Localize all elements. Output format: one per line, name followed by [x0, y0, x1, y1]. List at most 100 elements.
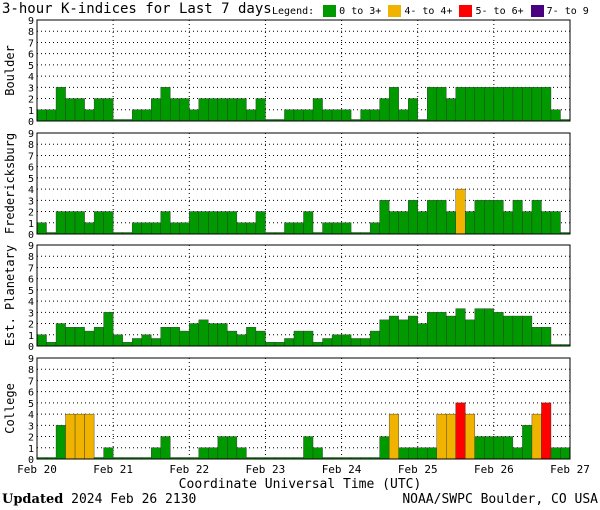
k-index-bar [541, 327, 552, 347]
k-index-bar [208, 211, 219, 235]
k-index-bar [522, 425, 533, 460]
k-index-bar [227, 98, 238, 122]
k-index-bar [65, 211, 76, 235]
k-index-bar [550, 109, 561, 122]
y-tick-label: 9 [28, 354, 34, 365]
y-tick-label: 1 [28, 444, 34, 455]
k-index-bar [236, 98, 247, 122]
k-index-bar [284, 222, 295, 235]
k-index-bar [284, 109, 295, 122]
k-index-bar [255, 330, 266, 347]
k-index-bar [236, 334, 247, 347]
x-tick-label: Feb 26 [474, 463, 514, 476]
k-index-bar [112, 334, 123, 347]
k-index-bar [151, 447, 161, 460]
k-index-bar [65, 98, 76, 122]
x-tick-label: Feb 22 [169, 463, 209, 476]
legend-item: 5- to 6+ [454, 5, 525, 17]
k-index-bar [474, 200, 485, 235]
k-index-bar [84, 413, 95, 460]
k-index-bar [331, 109, 342, 122]
k-index-bar [284, 338, 295, 347]
station-label: Boulder [3, 45, 17, 96]
k-index-bar [93, 98, 104, 122]
k-index-bar [465, 211, 476, 235]
k-index-bar [160, 327, 171, 347]
k-index-bar [198, 98, 209, 122]
k-index-bar [151, 338, 161, 347]
k-index-bar [503, 87, 514, 122]
y-tick-label: 4 [28, 185, 34, 196]
k-index-bar [446, 413, 456, 460]
k-index-bar [465, 413, 476, 460]
y-tick-label: 5 [28, 174, 34, 185]
k-index-bar [417, 211, 428, 235]
k-index-bar [455, 188, 466, 235]
k-index-bar [65, 413, 76, 460]
k-index-bar [446, 315, 456, 347]
k-index-bar [388, 315, 399, 347]
legend-item-label: 5- to 6+ [475, 5, 524, 17]
k-index-bar [141, 334, 152, 347]
k-index-bar [531, 87, 542, 122]
k-index-bar [84, 222, 95, 235]
k-index-bar [484, 200, 495, 235]
k-index-bar [141, 222, 152, 235]
k-index-bar [522, 87, 533, 122]
k-index-bar [55, 211, 66, 235]
k-index-bar [455, 402, 466, 460]
x-tick-label: Feb 20 [17, 463, 57, 476]
k-index-bar [46, 342, 57, 347]
k-index-bar [322, 109, 333, 122]
y-tick-label: 4 [28, 72, 34, 83]
k-index-chart: 0123456789Boulder0123456789Fredericksbur… [3, 16, 590, 476]
k-index-bar [198, 447, 209, 460]
k-index-bar [55, 425, 66, 460]
y-tick-label: 6 [28, 163, 34, 174]
k-index-bar [550, 211, 561, 235]
k-index-bar [312, 447, 323, 460]
k-index-bar [36, 109, 47, 122]
k-index-bar [369, 222, 380, 235]
k-index-bar [122, 342, 133, 347]
legend-swatch-green [323, 5, 337, 17]
k-index-bar [484, 308, 495, 347]
k-index-bar [360, 338, 371, 347]
k-index-bar [446, 98, 456, 122]
x-tick-label: Feb 23 [246, 463, 286, 476]
k-index-bar [312, 342, 323, 347]
legend-item: 4- to 4+ [383, 5, 454, 17]
k-index-bar [103, 447, 114, 460]
x-tick-label: Feb 21 [93, 463, 133, 476]
y-tick-label: 7 [28, 263, 34, 274]
k-index-bar [360, 109, 371, 122]
k-index-bar [303, 330, 314, 347]
k-index-bar [151, 222, 161, 235]
y-tick-label: 3 [28, 83, 34, 94]
y-tick-label: 8 [28, 140, 34, 151]
k-index-bar [522, 315, 533, 347]
k-index-bar [503, 315, 514, 347]
k-index-bar [484, 436, 495, 460]
legend-item: 7- to 9 [526, 5, 591, 17]
k-index-bar [512, 87, 523, 122]
k-index-bar [465, 87, 476, 122]
legend-item-label: 4- to 4+ [404, 5, 453, 17]
k-index-bar [217, 211, 228, 235]
x-tick-label: Feb 27 [550, 463, 590, 476]
k-index-bar [408, 315, 418, 347]
k-index-bar [541, 211, 552, 235]
legend-swatch-purple [530, 5, 544, 17]
k-index-bar [322, 222, 333, 235]
k-index-bar [512, 200, 523, 235]
k-index-bar [93, 211, 104, 235]
k-index-bar [512, 315, 523, 347]
y-tick-label: 2 [28, 208, 34, 219]
k-index-bar [189, 109, 200, 122]
k-index-bar [388, 413, 399, 460]
k-index-bar [427, 200, 437, 235]
k-index-bar [512, 447, 523, 460]
k-index-bar [36, 334, 47, 347]
k-index-bar [74, 413, 85, 460]
legend-swatch-yellow [388, 5, 402, 17]
